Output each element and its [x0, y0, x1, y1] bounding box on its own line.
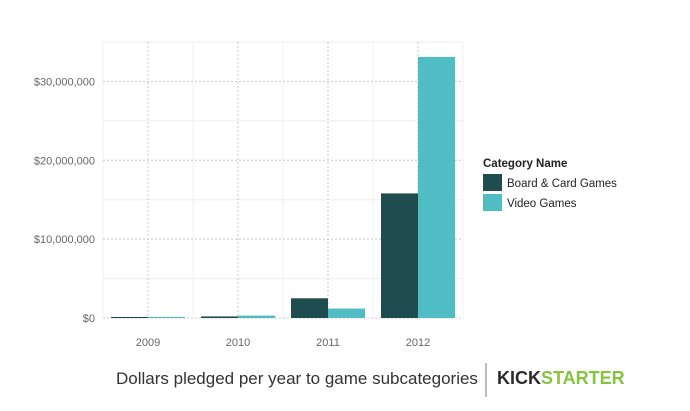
- x-tick-label: 2010: [226, 337, 250, 349]
- bar-video-games-2009: [148, 317, 185, 318]
- legend: Category Name Board & Card Games Video Ga…: [483, 158, 617, 211]
- x-tick-label: 2009: [136, 337, 160, 349]
- bar-board-card-games-2012: [381, 193, 418, 318]
- legend-label: Board & Card Games: [507, 178, 617, 190]
- axes: $0 $10,000,000 $20,000,000 $30,000,000 2009 2…: [34, 76, 430, 349]
- footer: Dollars pledged per year to game subcate…: [116, 363, 625, 397]
- bars: [111, 56, 455, 319]
- bar-board-card-games-2011: [291, 298, 328, 318]
- y-tick-label: $10,000,000: [34, 234, 95, 246]
- x-tick-label: 2011: [316, 337, 340, 349]
- y-tick-label: $30,000,000: [34, 76, 95, 88]
- y-tick-label: $20,000,000: [34, 155, 95, 167]
- legend-swatch: [483, 174, 502, 191]
- y-tick-label: $0: [83, 313, 95, 325]
- legend-label: Video Games: [507, 198, 577, 210]
- legend-swatch: [483, 194, 502, 211]
- bar-board-card-games-2009: [111, 317, 148, 318]
- kickstarter-logo: KICKSTARTER: [497, 368, 625, 388]
- bar-video-games-2011: [328, 308, 365, 318]
- bar-video-games-2012: [418, 56, 455, 319]
- legend-title: Category Name: [483, 158, 567, 170]
- chart-caption: Dollars pledged per year to game subcate…: [116, 369, 478, 388]
- bar-video-games-2010: [238, 315, 275, 318]
- x-tick-label: 2012: [406, 337, 430, 349]
- bar-board-card-games-2010: [201, 316, 238, 318]
